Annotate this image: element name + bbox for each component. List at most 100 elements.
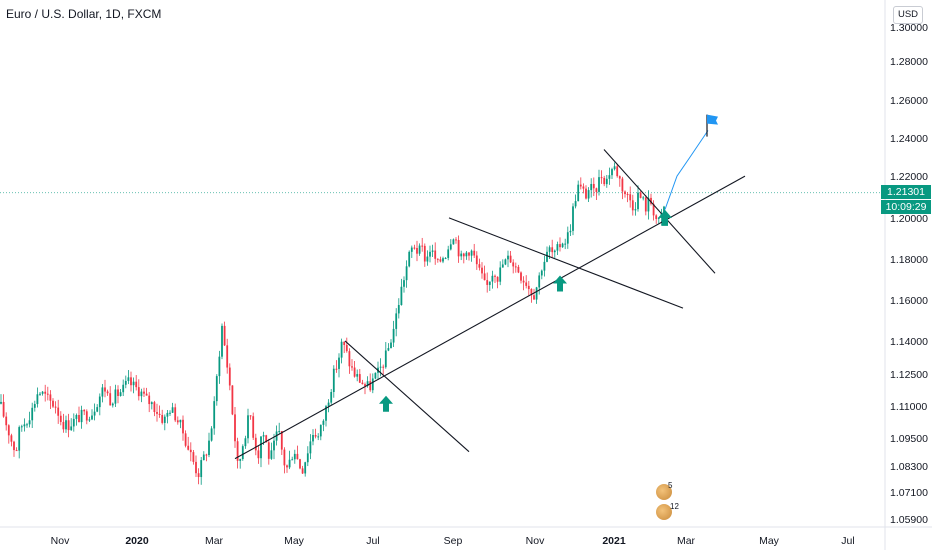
candle-body xyxy=(171,407,174,413)
candle-body xyxy=(312,434,314,442)
candle-body xyxy=(361,382,364,385)
event-count-label: 5 xyxy=(668,481,673,490)
candle-body xyxy=(379,366,382,368)
candle-body xyxy=(325,406,327,421)
candle-body xyxy=(119,392,122,396)
resistance-trendline-2021 xyxy=(603,149,716,274)
symbol-title: Euro / U.S. Dollar, 1D, FXCM xyxy=(6,7,162,21)
candle-body xyxy=(590,183,593,191)
candle-body xyxy=(436,258,439,260)
candle-body xyxy=(244,438,247,447)
y-tick-label: 1.16000 xyxy=(890,295,928,307)
candle-body xyxy=(400,286,403,306)
candle-body xyxy=(543,261,546,271)
candle-body xyxy=(605,178,608,185)
candle-body xyxy=(624,191,626,195)
candle-body xyxy=(585,188,587,199)
candle-body xyxy=(202,454,205,461)
currency-button[interactable]: USD xyxy=(893,6,923,24)
up-arrow-icon xyxy=(379,395,393,412)
candle-body xyxy=(213,401,216,429)
candle-body xyxy=(265,435,268,443)
candle-body xyxy=(114,389,117,404)
candle-body xyxy=(317,436,320,438)
candle-body xyxy=(104,387,106,392)
y-tick-label: 1.28000 xyxy=(890,56,928,68)
candle-body xyxy=(88,419,91,421)
candle-body xyxy=(538,275,541,288)
candle-body xyxy=(179,419,182,423)
candle-body xyxy=(397,305,400,314)
y-tick-label: 1.20000 xyxy=(890,213,928,225)
y-tick-label: 1.30000 xyxy=(890,22,928,34)
candle-body xyxy=(130,377,132,386)
candle-body xyxy=(15,450,18,452)
candle-body xyxy=(634,209,637,211)
candle-body xyxy=(241,446,244,460)
candle-body xyxy=(613,166,616,170)
candle-body xyxy=(283,449,286,466)
countdown-tag: 10:09:29 xyxy=(881,200,931,214)
candle-body xyxy=(205,454,208,456)
candle-body xyxy=(299,459,301,469)
candle-body xyxy=(561,243,564,248)
candle-body xyxy=(517,266,520,273)
candle-body xyxy=(611,169,613,176)
candle-body xyxy=(514,266,517,268)
candle-body xyxy=(137,387,140,397)
candle-body xyxy=(559,244,561,248)
candle-layer xyxy=(0,162,665,485)
candle-body xyxy=(109,393,112,406)
candle-body xyxy=(439,259,442,262)
candle-body xyxy=(369,381,372,391)
candle-body xyxy=(421,245,424,247)
candle-body xyxy=(145,393,148,396)
x-tick-label: May xyxy=(759,535,779,547)
candle-body xyxy=(618,176,621,179)
candle-body xyxy=(18,427,21,451)
x-tick-label: Mar xyxy=(204,535,224,547)
candle-body xyxy=(566,232,569,244)
candle-body xyxy=(366,381,369,386)
candle-body xyxy=(574,201,577,207)
candle-body xyxy=(257,450,260,459)
candle-body xyxy=(356,374,359,377)
candle-body xyxy=(408,251,411,267)
candle-body xyxy=(192,452,195,462)
x-tick-label: Sep xyxy=(443,535,463,547)
candle-body xyxy=(470,250,473,256)
candle-body xyxy=(655,215,658,219)
candle-body xyxy=(215,376,218,402)
candle-body xyxy=(273,440,275,451)
candle-body xyxy=(122,384,125,393)
candle-body xyxy=(429,251,431,257)
candle-body xyxy=(642,197,645,199)
candle-body xyxy=(579,184,582,187)
candle-body xyxy=(156,412,158,414)
candle-body xyxy=(457,240,460,257)
candle-body xyxy=(546,251,548,262)
candle-body xyxy=(330,391,333,403)
drawing-layer xyxy=(234,114,746,460)
economic-event-icon[interactable] xyxy=(656,484,672,500)
candle-body xyxy=(481,267,483,274)
y-tick-label: 1.14000 xyxy=(890,336,928,348)
candle-body xyxy=(507,255,509,260)
candle-body xyxy=(371,378,374,391)
candle-body xyxy=(338,357,340,369)
economic-event-icon[interactable] xyxy=(656,504,672,520)
candle-body xyxy=(348,351,351,367)
candle-body xyxy=(652,203,655,216)
candle-body xyxy=(358,374,361,383)
y-tick-label: 1.18000 xyxy=(890,254,928,266)
candle-body xyxy=(447,249,450,258)
candle-body xyxy=(200,460,203,478)
candle-body xyxy=(486,280,489,285)
candle-body xyxy=(270,450,273,459)
candle-body xyxy=(520,272,522,281)
candle-body xyxy=(49,394,52,401)
candle-body xyxy=(218,356,221,377)
candle-body xyxy=(249,415,252,417)
